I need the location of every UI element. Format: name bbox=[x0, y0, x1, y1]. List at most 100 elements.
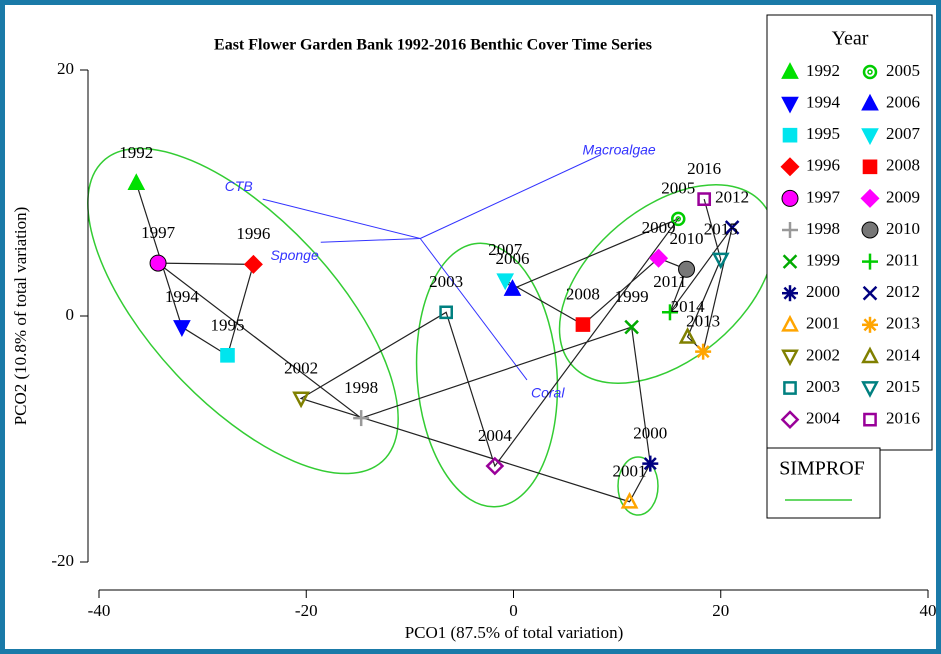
point bbox=[671, 211, 686, 227]
y-tick-label: 0 bbox=[66, 305, 75, 324]
x-tick-label: -20 bbox=[295, 601, 318, 620]
legend-label: 2013 bbox=[886, 314, 920, 333]
x-tick-label: 0 bbox=[509, 601, 518, 620]
legend-marker bbox=[781, 96, 799, 114]
legend-marker bbox=[861, 381, 879, 398]
point-label: 1995 bbox=[210, 315, 244, 334]
point bbox=[661, 304, 678, 321]
point-label: 2013 bbox=[686, 312, 720, 331]
marker-shape bbox=[243, 254, 263, 274]
point bbox=[243, 254, 263, 274]
marker-shape bbox=[620, 491, 639, 509]
point bbox=[575, 317, 591, 332]
marker-shape bbox=[678, 260, 696, 278]
point bbox=[292, 391, 310, 409]
legend-label: 2007 bbox=[886, 124, 921, 143]
vector-label: Sponge bbox=[270, 247, 318, 263]
legend-marker bbox=[862, 316, 878, 333]
marker-shape bbox=[780, 410, 800, 429]
point bbox=[127, 173, 146, 191]
marker-shape bbox=[496, 273, 515, 291]
group-legend-label: SIMPROF bbox=[779, 458, 865, 480]
point-label: 2011 bbox=[653, 272, 686, 291]
point-label: 2002 bbox=[284, 358, 318, 377]
point-label: 1996 bbox=[236, 224, 270, 243]
point-label: 1994 bbox=[165, 287, 200, 306]
marker-shape bbox=[173, 320, 191, 337]
legend-marker bbox=[782, 222, 798, 238]
legend-marker bbox=[781, 349, 799, 367]
point-label: 2003 bbox=[429, 272, 463, 291]
group-ellipse bbox=[558, 184, 776, 384]
vector bbox=[320, 238, 421, 243]
point-label: 2016 bbox=[687, 159, 721, 178]
legend-marker bbox=[861, 128, 879, 146]
point-label: 2014 bbox=[671, 297, 706, 316]
legend-label: 2009 bbox=[886, 187, 920, 206]
legend-marker bbox=[782, 254, 798, 269]
legend-label: 2012 bbox=[886, 282, 920, 301]
point bbox=[642, 455, 659, 472]
point-label: 2009 bbox=[642, 218, 676, 237]
point bbox=[620, 491, 639, 509]
point bbox=[496, 273, 515, 291]
x-tick-label: 40 bbox=[920, 601, 937, 620]
marker-shape bbox=[697, 192, 712, 206]
legend-label: 2016 bbox=[886, 409, 920, 428]
point-label: 1997 bbox=[141, 223, 176, 242]
chart-title: East Flower Garden Bank 1992-2016 Benthi… bbox=[214, 37, 652, 54]
marker-shape bbox=[781, 314, 799, 332]
legend-label: 1998 bbox=[806, 219, 840, 238]
marker-shape bbox=[643, 457, 657, 471]
point bbox=[649, 248, 669, 268]
legend-label: 2003 bbox=[806, 377, 840, 396]
point bbox=[353, 410, 370, 427]
x-tick-label: 20 bbox=[712, 601, 729, 620]
x-axis-label: PCO1 (87.5% of total variation) bbox=[405, 623, 624, 642]
y-tick-label: 20 bbox=[57, 59, 74, 78]
point-label: 2001 bbox=[613, 462, 647, 481]
legend-label: 1996 bbox=[806, 156, 840, 175]
point-label: 2004 bbox=[478, 426, 513, 445]
point bbox=[220, 348, 235, 363]
legend-marker bbox=[781, 189, 799, 207]
legend-label: 2010 bbox=[886, 219, 920, 238]
legend-label: 2014 bbox=[886, 345, 921, 364]
point-label: 2008 bbox=[566, 285, 600, 304]
legend-marker bbox=[781, 62, 799, 79]
y-axis-label: PCO2 (10.8% of total variation) bbox=[11, 207, 30, 426]
legend-marker bbox=[781, 314, 799, 332]
vector-label: CTB bbox=[225, 178, 253, 194]
marker-shape bbox=[863, 412, 877, 427]
legend-label: 2001 bbox=[806, 314, 840, 333]
trajectory bbox=[135, 182, 733, 503]
point bbox=[149, 254, 167, 272]
point-label: 2000 bbox=[633, 424, 667, 443]
legend-label: 2006 bbox=[886, 93, 920, 112]
point bbox=[439, 305, 453, 320]
marker-shape bbox=[782, 127, 798, 143]
point bbox=[503, 279, 522, 296]
marker-shape bbox=[783, 286, 797, 300]
legend-label: 2002 bbox=[806, 345, 840, 364]
group-ellipse bbox=[617, 456, 659, 516]
legend-marker bbox=[862, 285, 878, 301]
point-label: 2012 bbox=[715, 187, 749, 206]
marker-shape bbox=[292, 391, 310, 409]
marker-shape bbox=[503, 279, 522, 296]
point bbox=[695, 343, 712, 360]
marker-shape bbox=[724, 220, 740, 235]
marker-shape bbox=[861, 128, 879, 146]
marker-shape bbox=[485, 456, 505, 476]
point bbox=[624, 319, 639, 335]
marker-shape bbox=[671, 211, 686, 227]
group-ellipse bbox=[87, 147, 399, 475]
marker-shape bbox=[860, 188, 880, 208]
legend-marker bbox=[782, 285, 798, 302]
legend-marker bbox=[861, 346, 879, 364]
legend-marker bbox=[780, 410, 800, 429]
legend-marker bbox=[783, 381, 797, 395]
point-label: 2006 bbox=[495, 249, 529, 268]
legend-marker bbox=[861, 93, 879, 111]
